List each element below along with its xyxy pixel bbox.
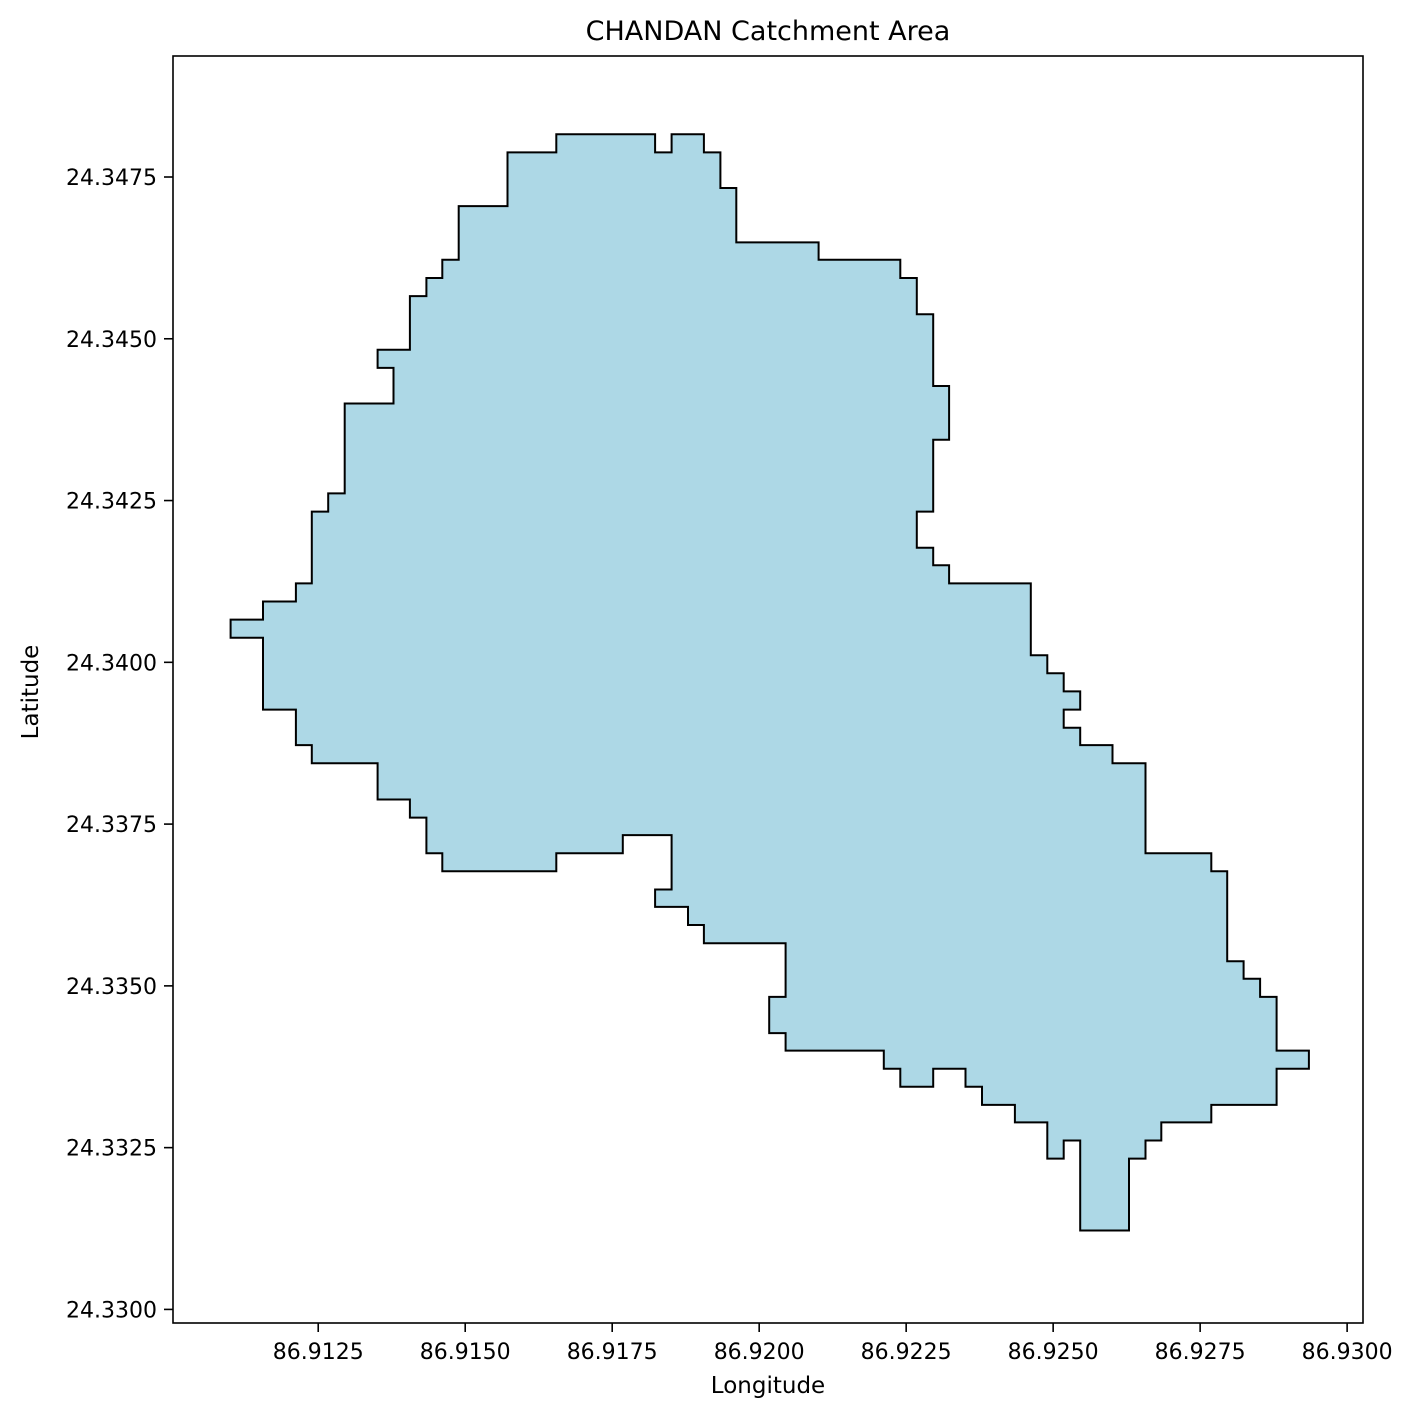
chart-title: CHANDAN Catchment Area — [586, 16, 951, 47]
x-tick-label: 86.9150 — [420, 1340, 511, 1365]
x-axis: 86.9125 86.9150 86.9175 86.9200 86.9225 86.92… — [273, 1323, 1393, 1365]
x-tick-label: 86.9225 — [861, 1340, 952, 1365]
x-axis-title: Longitude — [711, 1373, 825, 1399]
y-axis-title: Latitude — [18, 645, 44, 740]
x-tick-label: 86.9125 — [273, 1340, 364, 1365]
y-tick-label: 24.3425 — [66, 490, 157, 515]
y-tick-label: 24.3450 — [66, 328, 157, 353]
y-tick-label: 24.3350 — [66, 975, 157, 1000]
y-tick-label: 24.3300 — [66, 1298, 157, 1323]
y-tick-label: 24.3475 — [66, 166, 157, 191]
x-tick-label: 86.9250 — [1008, 1340, 1099, 1365]
y-tick-label: 24.3400 — [66, 651, 157, 676]
y-tick-label: 24.3325 — [66, 1137, 157, 1162]
x-tick-label: 86.9175 — [567, 1340, 658, 1365]
y-tick-label: 24.3375 — [66, 813, 157, 838]
catchment-polygon — [229, 133, 1310, 1232]
x-tick-label: 86.9300 — [1302, 1340, 1393, 1365]
y-axis: 24.3300 24.3325 24.3350 24.3375 24.3400 24.34… — [66, 166, 173, 1323]
x-tick-label: 86.9200 — [714, 1340, 805, 1365]
plot-frame — [172, 55, 1364, 1324]
x-tick-label: 86.9275 — [1155, 1340, 1246, 1365]
